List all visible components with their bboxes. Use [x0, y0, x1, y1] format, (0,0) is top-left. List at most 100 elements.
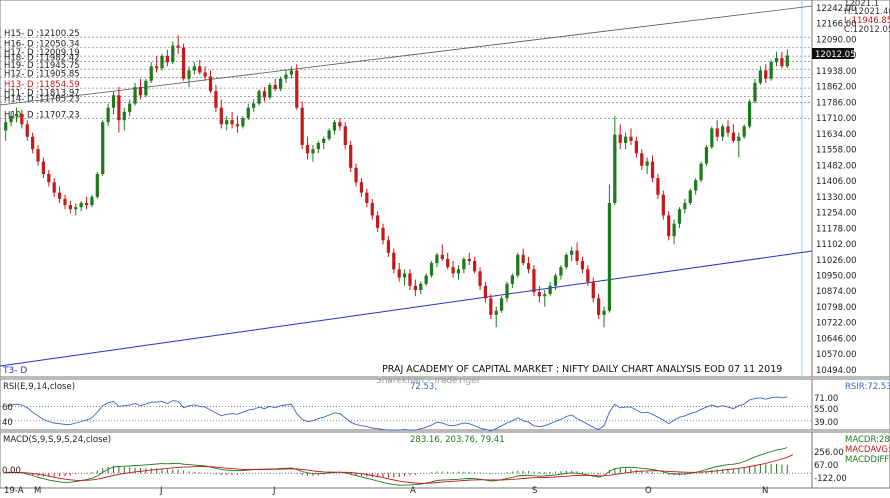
candle-body[interactable] [160, 55, 164, 69]
candle-body[interactable] [138, 87, 143, 96]
candle-body[interactable] [597, 298, 601, 315]
candle-body[interactable] [300, 107, 304, 145]
candle-body[interactable] [510, 275, 515, 284]
candle-body[interactable] [305, 145, 310, 154]
candle-body[interactable] [376, 215, 380, 228]
candle-body[interactable] [499, 298, 504, 311]
candle-body[interactable] [20, 113, 24, 125]
candle-body[interactable] [235, 124, 240, 127]
candle-body[interactable] [381, 227, 385, 241]
candle-body[interactable] [402, 273, 407, 278]
candle-body[interactable] [726, 126, 730, 133]
candle-body[interactable] [516, 254, 520, 276]
candle-body[interactable] [419, 283, 423, 290]
candle-body[interactable] [273, 84, 277, 90]
candle-body[interactable] [591, 281, 595, 299]
candle-body[interactable] [155, 66, 159, 69]
candle-body[interactable] [521, 254, 525, 264]
candle-body[interactable] [338, 122, 342, 127]
candle-body[interactable] [408, 273, 412, 286]
candle-body[interactable] [117, 95, 121, 121]
candle-body[interactable] [785, 55, 789, 67]
candle-body[interactable] [629, 136, 633, 141]
candle-body[interactable] [365, 192, 369, 203]
candle-body[interactable] [252, 103, 256, 108]
candle-body[interactable] [4, 122, 8, 131]
candle-body[interactable] [322, 138, 326, 143]
candle-body[interactable] [494, 310, 498, 315]
candle-body[interactable] [505, 283, 509, 299]
candle-body[interactable] [295, 70, 299, 108]
candle-body[interactable] [397, 269, 401, 278]
candle-body[interactable] [14, 113, 19, 116]
candle-body[interactable] [187, 70, 191, 79]
candle-body[interactable] [122, 111, 126, 121]
candle-body[interactable] [74, 207, 78, 210]
candle-body[interactable] [710, 128, 714, 148]
candle-body[interactable] [316, 142, 320, 150]
candle-body[interactable] [548, 285, 552, 295]
candle-body[interactable] [645, 161, 649, 166]
candle-body[interactable] [386, 240, 391, 253]
candle-body[interactable] [451, 267, 455, 274]
candle-body[interactable] [623, 136, 628, 143]
candle-body[interactable] [47, 174, 51, 183]
candle-body[interactable] [650, 161, 655, 179]
candle-body[interactable] [219, 107, 223, 125]
candle-body[interactable] [613, 134, 617, 203]
candle-body[interactable] [758, 70, 762, 83]
candle-body[interactable] [607, 203, 612, 311]
rsi-panel[interactable] [0, 378, 813, 431]
candle-body[interactable] [721, 126, 725, 137]
candle-body[interactable] [424, 275, 428, 284]
main-price-panel[interactable] [0, 0, 813, 378]
candle-body[interactable] [532, 269, 536, 293]
candle-body[interactable] [165, 55, 170, 63]
candle-body[interactable] [543, 294, 547, 297]
candle-body[interactable] [111, 95, 116, 108]
candle-body[interactable] [440, 254, 444, 259]
candle-body[interactable] [473, 261, 477, 272]
candle-body[interactable] [214, 91, 218, 108]
candle-body[interactable] [634, 140, 638, 154]
candle-body[interactable] [203, 72, 207, 77]
candle-body[interactable] [284, 74, 288, 79]
candle-body[interactable] [133, 87, 137, 104]
candle-body[interactable] [467, 258, 471, 261]
candle-body[interactable] [688, 190, 692, 203]
candle-body[interactable] [289, 70, 294, 75]
candle-body[interactable] [661, 194, 665, 216]
candle-body[interactable] [63, 198, 67, 206]
macd-panel[interactable] [0, 431, 813, 489]
candle-body[interactable] [489, 298, 493, 315]
candle-body[interactable] [672, 223, 676, 237]
candle-body[interactable] [429, 263, 434, 276]
candle-body[interactable] [392, 252, 396, 270]
candle-body[interactable] [446, 258, 450, 268]
candle-body[interactable] [349, 145, 353, 168]
candle-body[interactable] [704, 147, 709, 164]
candle-body[interactable] [370, 203, 374, 216]
candle-body[interactable] [106, 107, 110, 123]
candle-body[interactable] [198, 66, 202, 73]
candle-body[interactable] [68, 205, 72, 210]
candle-body[interactable] [570, 250, 574, 255]
candle-body[interactable] [677, 209, 682, 224]
candle-body[interactable] [780, 58, 784, 67]
candle-body[interactable] [683, 203, 687, 210]
candle-body[interactable] [656, 178, 660, 195]
candle-body[interactable] [41, 161, 46, 174]
candle-body[interactable] [84, 203, 89, 206]
candle-body[interactable] [144, 80, 148, 96]
candle-body[interactable] [462, 258, 466, 270]
candle-body[interactable] [9, 116, 13, 123]
candle-body[interactable] [57, 192, 62, 199]
candle-body[interactable] [90, 196, 94, 206]
candle-body[interactable] [241, 118, 245, 127]
candle-body[interactable] [246, 107, 250, 119]
candle-body[interactable] [343, 126, 347, 145]
candle-body[interactable] [31, 136, 35, 150]
candle-body[interactable] [699, 163, 703, 181]
candle-body[interactable] [176, 45, 180, 48]
